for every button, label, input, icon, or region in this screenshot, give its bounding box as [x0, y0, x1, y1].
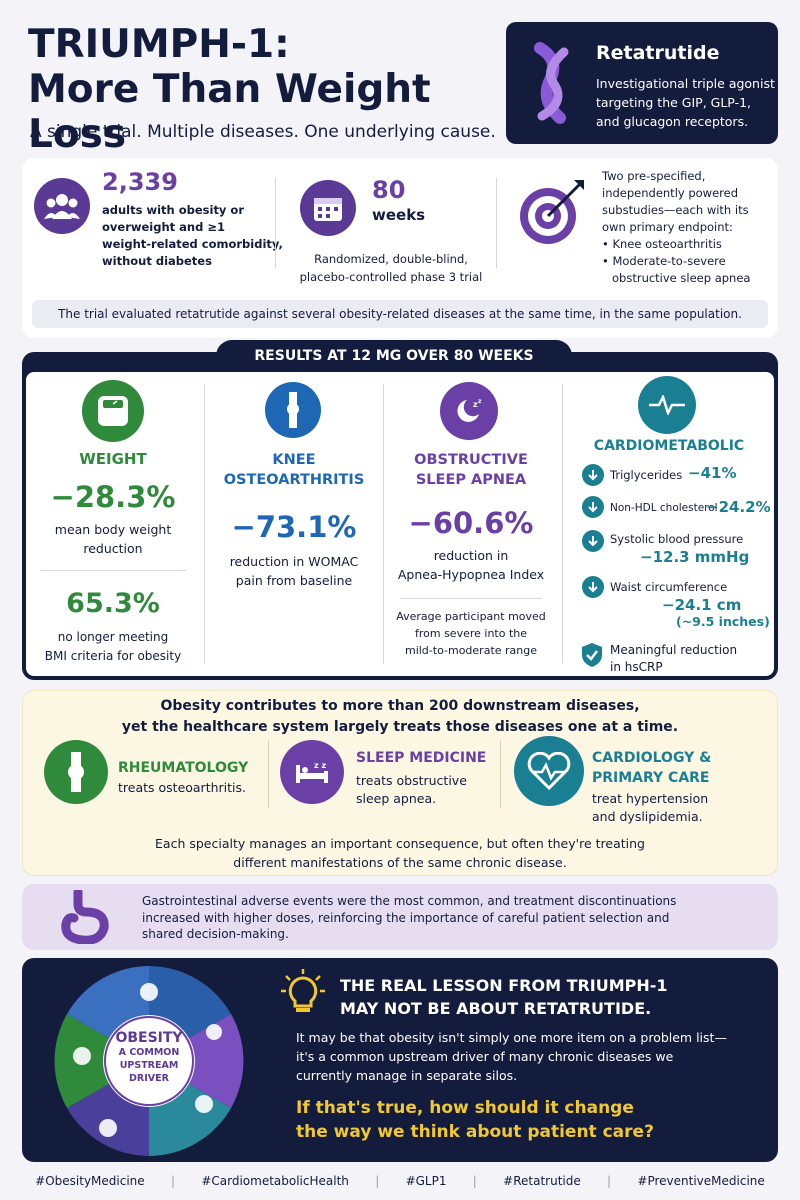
gi-note-panel: Gastrointestinal adverse events were the…	[22, 884, 778, 950]
cardio-item-label: Systolic blood pressure	[610, 532, 744, 546]
knee-joint-icon	[265, 382, 321, 438]
cardio-heading: CARDIOMETABOLIC	[593, 438, 745, 454]
specialties-outro: Each specialty manages an important cons…	[155, 836, 645, 870]
divider	[268, 740, 269, 808]
osa-description: reduction in Apnea-Hypopnea Index	[397, 548, 545, 582]
weight-heading: WEIGHT	[79, 450, 147, 468]
arrow-down-icon	[582, 496, 604, 518]
divider	[562, 384, 563, 664]
specialties-panel	[22, 690, 778, 876]
svg-text:z: z	[478, 398, 482, 405]
cardio-item-extra: (~9.5 inches)	[676, 614, 770, 629]
weight-description: mean body weight reduction	[54, 522, 172, 556]
cardio-item-value: −41%	[688, 464, 737, 482]
hashtag-separator: |	[472, 1174, 477, 1188]
title-line-2: More Than Weight Loss	[28, 67, 431, 157]
hashtag[interactable]: #GLP1	[405, 1174, 447, 1188]
divider	[204, 384, 205, 664]
cardio-item-label: Waist circumference	[610, 580, 728, 594]
divider	[383, 384, 384, 664]
knee-description: reduction in WOMAC pain from baseline	[229, 554, 359, 588]
divider	[275, 178, 276, 268]
calendar-icon	[300, 180, 356, 236]
lightbulb-icon	[280, 968, 326, 1018]
cardio-item-label: Non-HDL cholesterol	[610, 502, 718, 514]
heartbeat-icon	[638, 376, 696, 434]
participants-description: adults with obesity or overweight and ≥1…	[102, 203, 283, 268]
shield-check-icon	[580, 642, 604, 668]
osa-note: Average participant moved from severe in…	[396, 610, 546, 657]
knee-joint-icon	[44, 740, 108, 804]
divider	[500, 740, 501, 808]
arrow-down-icon	[582, 464, 604, 486]
hashtag[interactable]: #Retatrutide	[503, 1174, 581, 1188]
lesson-body: It may be that obesity isn't simply one …	[296, 1030, 727, 1083]
cardio-item-value: −12.3 mmHg	[640, 548, 750, 566]
drug-card: Retatrutide Investigational triple agoni…	[506, 22, 778, 144]
results-banner: RESULTS AT 12 MG OVER 80 WEEKS	[216, 340, 572, 372]
specialties-intro: Obesity contributes to more than 200 dow…	[121, 698, 679, 735]
gi-note-text: Gastrointestinal adverse events were the…	[142, 894, 677, 941]
page-subtitle: A single trial. Multiple diseases. One u…	[30, 122, 496, 142]
trial-overview-panel: 2,339 adults with obesity or overweight …	[22, 158, 778, 338]
svg-text:z z: z z	[314, 761, 326, 770]
hashtag-separator: |	[170, 1174, 176, 1188]
weeks-unit: weeks	[372, 206, 426, 224]
weeks-value: 80	[372, 176, 406, 204]
obesity-remission-description: no longer meeting BMI criteria for obesi…	[44, 630, 182, 663]
divider	[400, 598, 542, 599]
title-line-1: TRIUMPH-1:	[28, 22, 290, 67]
knee-value: −73.1%	[231, 510, 357, 544]
trial-design: Randomized, double-blind, placebo-contro…	[299, 252, 483, 284]
substudies-text: Two pre-specified, independently powered…	[602, 168, 774, 287]
target-icon	[516, 176, 588, 248]
obesity-remission-value: 65.3%	[66, 588, 160, 619]
osa-value: −60.6%	[408, 506, 534, 540]
cardio-item-label: Triglycerides	[610, 468, 683, 482]
cardio-item-value: −24.1 cm	[662, 596, 742, 614]
trial-note: The trial evaluated retatrutide against …	[32, 300, 768, 328]
arrow-down-icon	[582, 530, 604, 552]
bed-sleep-icon: z z	[280, 740, 344, 804]
cardiology-description: treat hypertension and dyslipidemia.	[592, 791, 709, 824]
divider	[40, 570, 186, 571]
scale-icon	[82, 380, 144, 442]
drug-description: Investigational triple agonist targeting…	[596, 76, 775, 129]
endpoint-item: • Knee osteoarthritis	[602, 237, 722, 251]
cardio-item-value: −24.2%	[706, 498, 771, 516]
people-icon	[34, 178, 90, 234]
weight-value: −28.3%	[50, 480, 176, 514]
osa-heading: OBSTRUCTIVE SLEEP APNEA	[414, 452, 528, 488]
lesson-title: THE REAL LESSON FROM TRIUMPH-1 MAY NOT B…	[340, 976, 668, 1018]
arrow-down-icon	[582, 576, 604, 598]
stomach-icon	[60, 887, 112, 945]
knee-heading: KNEE OSTEOARTHRITIS	[223, 452, 365, 488]
participants-value: 2,339	[102, 168, 178, 196]
cardiology-title: CARDIOLOGY & PRIMARY CARE	[592, 750, 712, 786]
hashtag-separator: |	[607, 1174, 612, 1188]
molecule-icon	[520, 40, 582, 126]
hscrp-note: Meaningful reduction in hsCRP	[610, 643, 738, 674]
hashtag[interactable]: #ObesityMedicine	[35, 1174, 145, 1188]
rheumatology-description: treats osteoarthritis.	[118, 780, 246, 795]
puzzle-icon	[38, 962, 260, 1160]
drug-name: Retatrutide	[596, 42, 720, 64]
lesson-question: If that's true, how should it change the…	[296, 1098, 654, 1142]
page-title: TRIUMPH-1: More Than Weight Loss	[28, 22, 498, 157]
heart-pulse-icon	[514, 736, 584, 806]
rheumatology-title: RHEUMATOLOGY	[118, 760, 249, 776]
sleep-medicine-description: treats obstructive sleep apnea.	[356, 773, 467, 806]
hashtag-bar: #ObesityMedicine | #CardiometabolicHealt…	[22, 1170, 778, 1192]
svg-text:z: z	[473, 400, 478, 409]
endpoint-item: • Moderate-to-severe	[602, 254, 726, 268]
puzzle-center-label: OBESITY A COMMON UPSTREAM DRIVER	[115, 1030, 183, 1084]
sleep-medicine-title: SLEEP MEDICINE	[356, 750, 487, 766]
divider	[496, 178, 497, 268]
hashtag[interactable]: #PreventiveMedicine	[637, 1174, 765, 1188]
hashtag[interactable]: #CardiometabolicHealth	[201, 1174, 349, 1188]
hashtag-separator: |	[375, 1174, 380, 1188]
